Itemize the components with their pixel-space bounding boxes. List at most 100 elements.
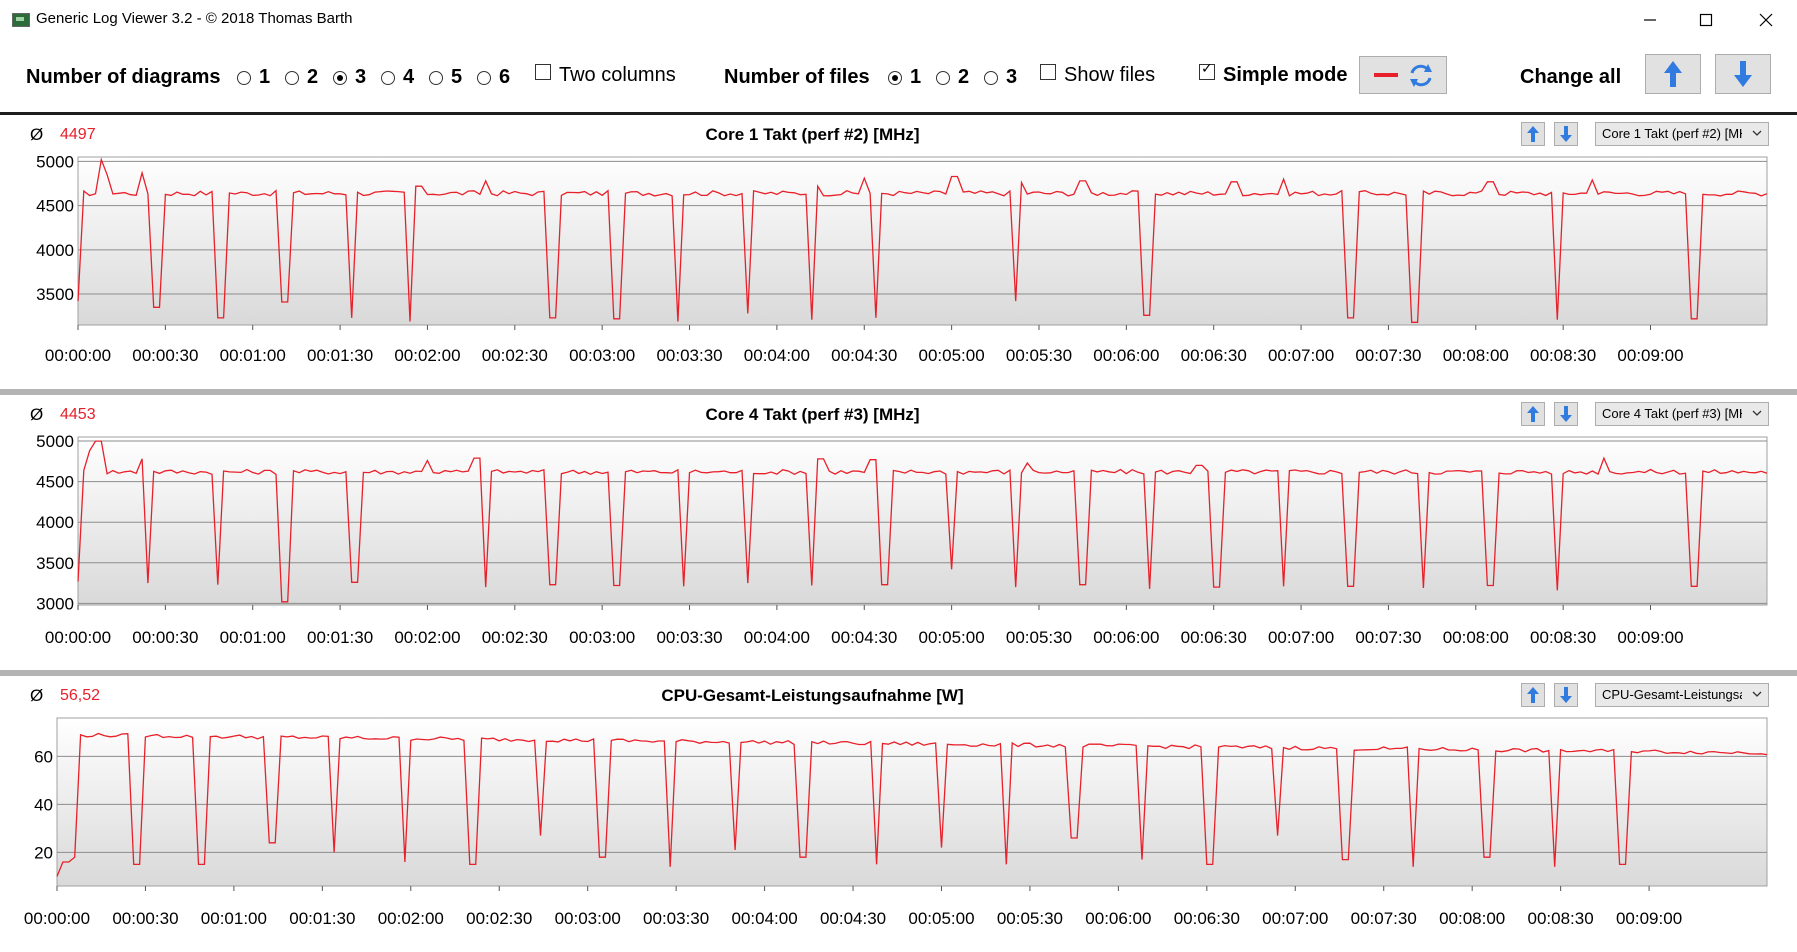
simple-mode-checkbox[interactable]: Simple mode: [1199, 61, 1347, 87]
radio-dot: [429, 70, 443, 85]
checkbox-box: [535, 63, 551, 80]
arrow-down-icon: [1734, 61, 1752, 87]
x-tick-label: 00:06:30: [1181, 628, 1247, 647]
panel-separator[interactable]: [0, 389, 1797, 395]
toolbar-separator: [0, 112, 1797, 115]
move-all-up-button[interactable]: [1645, 54, 1701, 94]
arrow-up-icon: [1527, 687, 1539, 703]
x-tick-label: 00:06:00: [1093, 628, 1159, 647]
move-diagram-down-button[interactable]: [1554, 402, 1578, 426]
y-tick-label: 3500: [36, 554, 74, 573]
x-tick-label: 00:00:00: [45, 628, 111, 647]
x-tick-label: 00:05:00: [919, 628, 985, 647]
close-icon: [1759, 13, 1773, 27]
arrow-up-icon: [1527, 126, 1539, 142]
radio-dot: [477, 70, 491, 85]
arrow-down-icon: [1560, 687, 1572, 703]
red-line-refresh-icon: [1374, 64, 1432, 87]
move-diagram-down-button[interactable]: [1554, 122, 1578, 146]
diagram-radio-5[interactable]: 5: [429, 66, 462, 89]
diagram-panel-3: Ø 56,52 CPU-Gesamt-Leistungsaufnahme [W]…: [0, 676, 1797, 952]
x-tick-label: 00:01:00: [220, 346, 286, 365]
maximize-icon: [1699, 13, 1713, 27]
line-color-refresh-button[interactable]: [1359, 56, 1447, 94]
x-tick-label: 00:04:30: [820, 909, 886, 928]
x-tick-label: 00:08:30: [1530, 628, 1596, 647]
move-diagram-up-button[interactable]: [1521, 402, 1545, 426]
average-symbol: Ø: [30, 405, 44, 424]
x-tick-label: 00:00:00: [24, 909, 90, 928]
radio-dot: [333, 70, 347, 85]
x-tick-label: 00:03:30: [656, 346, 722, 365]
diagram-radio-6[interactable]: 6: [477, 66, 510, 89]
y-tick-label: 4500: [36, 473, 74, 492]
change-all-label: Change all: [1520, 66, 1622, 88]
two-columns-checkbox[interactable]: Two columns: [535, 63, 676, 87]
diagram-radio-2[interactable]: 2: [285, 66, 318, 89]
x-tick-label: 00:07:30: [1355, 346, 1421, 365]
y-tick-label: 60: [34, 747, 53, 766]
minimize-icon: [1644, 19, 1656, 21]
plot-area: [56, 717, 1768, 887]
diagram-panel-2: Ø 4453 Core 4 Takt (perf #3) [MHz] Core …: [0, 395, 1797, 670]
move-diagram-down-button[interactable]: [1554, 683, 1578, 707]
diagram-title: Core 1 Takt (perf #2) [MHz]: [705, 125, 920, 144]
y-tick-label: 4000: [36, 241, 74, 260]
x-tick-label: 00:06:00: [1085, 909, 1151, 928]
x-tick-label: 00:04:30: [831, 346, 897, 365]
plot-area: [77, 436, 1768, 606]
x-tick-label: 00:03:00: [569, 628, 635, 647]
panel-separator[interactable]: [0, 670, 1797, 676]
x-tick-label: 00:00:30: [132, 628, 198, 647]
x-tick-label: 00:08:00: [1443, 346, 1509, 365]
file-radio-1[interactable]: 1: [888, 66, 921, 89]
diagram-panel-1: Ø 4497 Core 1 Takt (perf #2) [MHz] Core …: [0, 115, 1797, 389]
x-tick-label: 00:07:00: [1268, 628, 1334, 647]
x-tick-label: 00:09:00: [1617, 628, 1683, 647]
arrow-up-icon: [1664, 61, 1682, 87]
x-tick-label: 00:03:30: [656, 628, 722, 647]
diagram-radio-4[interactable]: 4: [381, 66, 414, 89]
y-tick-label: 3500: [36, 285, 74, 304]
y-tick-label: 3000: [36, 594, 74, 613]
x-tick-label: 00:06:00: [1093, 346, 1159, 365]
x-tick-label: 00:06:30: [1174, 909, 1240, 928]
series-line: [56, 732, 1768, 877]
diagram-title: Core 4 Takt (perf #3) [MHz]: [705, 405, 920, 424]
x-tick-label: 00:07:30: [1351, 909, 1417, 928]
diagram-radio-3[interactable]: 3: [333, 66, 366, 89]
series-select[interactable]: Core 4 Takt (perf #3) [MH: [1595, 402, 1769, 426]
y-tick-label: 5000: [36, 432, 74, 451]
x-tick-label: 00:05:30: [1006, 628, 1072, 647]
toolbar: Number of diagrams 1 2 3 4 5 6 Two colum…: [0, 40, 1797, 112]
radio-dot: [237, 70, 251, 85]
maximize-button[interactable]: [1676, 0, 1736, 40]
series-select[interactable]: Core 1 Takt (perf #2) [MH: [1595, 122, 1769, 146]
arrow-up-icon: [1527, 406, 1539, 422]
title-bar: Generic Log Viewer 3.2 - © 2018 Thomas B…: [0, 0, 1797, 40]
close-button[interactable]: [1736, 0, 1796, 40]
show-files-checkbox[interactable]: Show files: [1040, 63, 1155, 87]
move-all-down-button[interactable]: [1715, 54, 1771, 94]
x-tick-label: 00:01:30: [307, 628, 373, 647]
plot-area: [77, 156, 1768, 326]
radio-dot: [381, 70, 395, 85]
arrow-down-icon: [1560, 126, 1572, 142]
minimize-button[interactable]: [1620, 0, 1680, 40]
x-tick-label: 00:05:30: [997, 909, 1063, 928]
move-diagram-up-button[interactable]: [1521, 122, 1545, 146]
x-tick-label: 00:01:30: [289, 909, 355, 928]
x-tick-label: 00:05:30: [1006, 346, 1072, 365]
diagram-radio-1[interactable]: 1: [237, 66, 270, 89]
move-diagram-up-button[interactable]: [1521, 683, 1545, 707]
chevron-down-icon: [1752, 130, 1762, 136]
x-tick-label: 00:04:00: [744, 346, 810, 365]
x-tick-label: 00:07:30: [1355, 628, 1421, 647]
series-line: [77, 157, 1768, 323]
line-chart: 20 40 60 00:00:00 00:00:30 00:01:00 00:01:30 00…: [24, 717, 1768, 928]
y-tick-label: 4000: [36, 513, 74, 532]
series-select[interactable]: CPU-Gesamt-Leistungsau: [1595, 683, 1769, 707]
x-tick-label: 00:02:00: [378, 909, 444, 928]
file-radio-3[interactable]: 3: [984, 66, 1017, 89]
file-radio-2[interactable]: 2: [936, 66, 969, 89]
